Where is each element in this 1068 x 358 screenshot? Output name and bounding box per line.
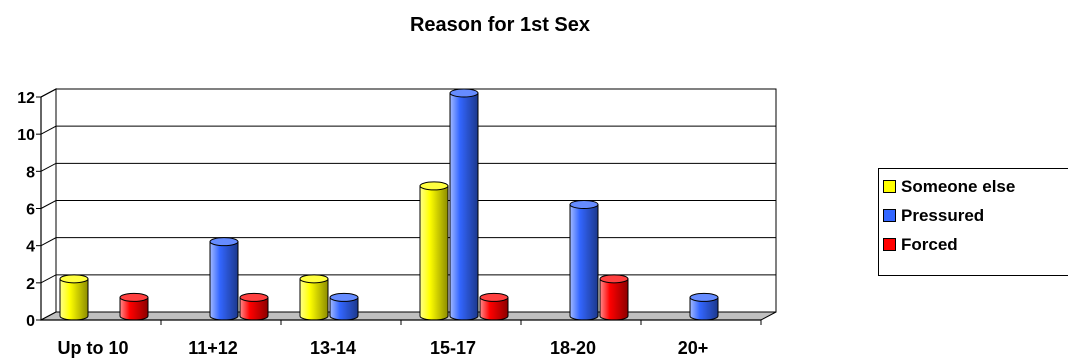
gridline xyxy=(40,88,776,98)
bar-top xyxy=(689,292,719,302)
bar-top xyxy=(449,88,479,98)
bar-body xyxy=(449,92,479,321)
y-tick-label: 12 xyxy=(17,90,35,107)
chart-title: Reason for 1st Sex xyxy=(409,14,591,36)
y-tick-label: 8 xyxy=(26,164,35,181)
plot-floor xyxy=(40,311,777,321)
legend-label-pressured: Pressured xyxy=(901,205,985,225)
x-tick-label: 18-20 xyxy=(550,338,596,358)
bar-top xyxy=(299,274,329,284)
x-tick-label: 15-17 xyxy=(430,338,476,358)
y-tick-label: 4 xyxy=(26,239,35,256)
bar-someone-else-up-to-10 xyxy=(59,274,89,321)
y-tick-label: 0 xyxy=(26,313,35,330)
bar-top xyxy=(569,200,599,209)
bar-top xyxy=(329,292,359,302)
bar-forced-18-20 xyxy=(599,274,629,321)
bar-pressured-11-12 xyxy=(209,237,239,321)
gridline xyxy=(40,274,776,284)
bar-forced-15-17 xyxy=(479,292,509,321)
legend-swatch-pressured xyxy=(883,209,896,222)
gridline xyxy=(40,162,776,172)
gridline xyxy=(40,237,776,247)
bar-forced-11-12 xyxy=(239,292,269,321)
legend-item-forced: Forced xyxy=(883,230,1068,259)
x-tick-label: 11+12 xyxy=(188,338,238,358)
bar-body xyxy=(599,278,629,321)
bar-pressured-20 xyxy=(689,292,719,321)
y-tick-label: 2 xyxy=(26,276,35,293)
bar-someone-else-13-14 xyxy=(299,274,329,321)
bar-top xyxy=(119,292,149,302)
legend-swatch-someone-else xyxy=(883,180,896,193)
y-tick-label: 6 xyxy=(26,202,35,219)
legend-swatch-forced xyxy=(883,238,896,251)
x-tick-label: 20+ xyxy=(678,338,709,358)
legend-item-pressured: Pressured xyxy=(883,201,1068,230)
bar-pressured-18-20 xyxy=(569,200,599,321)
bar-forced-up-to-10 xyxy=(119,292,149,321)
bar-body xyxy=(569,204,599,321)
bar-top xyxy=(479,292,509,302)
gridline xyxy=(40,200,776,209)
y-tick-label: 10 xyxy=(17,127,35,144)
legend-label-forced: Forced xyxy=(901,234,958,254)
bar-body xyxy=(299,278,329,321)
bar-top xyxy=(419,181,449,191)
bar-top xyxy=(599,274,629,284)
bar-pressured-15-17 xyxy=(449,88,479,321)
legend-item-someone-else: Someone else xyxy=(883,172,1068,201)
bar-top xyxy=(209,237,239,247)
x-tick-label: 13-14 xyxy=(310,338,356,358)
bar-body xyxy=(209,241,239,321)
bar-pressured-13-14 xyxy=(329,292,359,321)
gridline xyxy=(40,125,776,135)
bar-body xyxy=(59,278,89,321)
bar-body xyxy=(419,185,449,321)
chart-legend: Someone else Pressured Forced xyxy=(878,168,1068,276)
x-tick-label: Up to 10 xyxy=(57,338,128,358)
bar-someone-else-15-17 xyxy=(419,181,449,321)
bar-top xyxy=(59,274,89,284)
bar-top xyxy=(239,292,269,302)
legend-label-someone-else: Someone else xyxy=(901,176,1016,196)
